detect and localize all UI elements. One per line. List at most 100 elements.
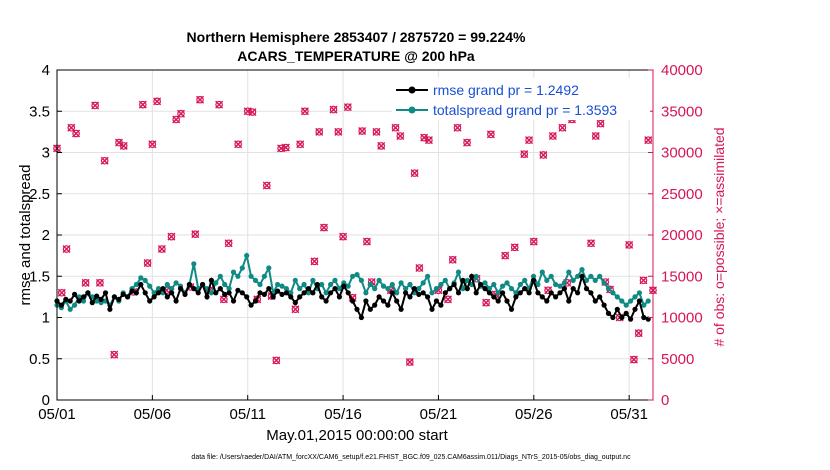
- rmse-point: [530, 277, 537, 283]
- obs-possible-marker: [62, 245, 71, 253]
- rmse-point: [222, 291, 228, 297]
- obs-possible-marker: [72, 129, 80, 138]
- obs-possible-marker: [234, 140, 242, 149]
- obs-possible-marker: [625, 241, 633, 249]
- obs-assimilated-marker: [539, 150, 548, 159]
- rmse-point: [94, 293, 100, 299]
- totalspread-point: [323, 290, 329, 296]
- x-tick-label: 05/21: [420, 406, 458, 423]
- y-tick-right-label: 20000: [661, 227, 703, 244]
- totalspread-point: [336, 286, 342, 292]
- obs-point: [415, 264, 424, 272]
- obs-point: [315, 127, 324, 136]
- rmse-point: [469, 273, 475, 279]
- obs-possible-marker: [372, 128, 381, 136]
- x-tick-label: 05/26: [515, 406, 553, 423]
- rmse-point: [376, 294, 382, 300]
- obs-possible-marker: [396, 132, 405, 140]
- rmse-point: [275, 288, 281, 294]
- obs-possible-marker: [215, 100, 223, 109]
- obs-point: [448, 255, 457, 264]
- totalspread-point: [570, 277, 576, 283]
- rmse-point: [517, 290, 523, 296]
- rmse-point: [411, 286, 417, 292]
- obs-point: [410, 169, 419, 178]
- obs-point: [234, 140, 243, 149]
- obs-point: [262, 181, 271, 190]
- y-axis-left: 0 0.5 1 1.5 2 2.5 3 3.5 4: [29, 62, 62, 409]
- totalspread-point: [213, 280, 219, 286]
- totalspread-point: [72, 302, 78, 308]
- y-tick-right-label: 15000: [661, 268, 703, 285]
- totalspread-point: [248, 273, 254, 279]
- totalspread-point: [416, 286, 422, 292]
- totalspread-point: [597, 273, 603, 279]
- rmse-point: [460, 277, 466, 283]
- rmse-point: [72, 291, 78, 297]
- obs-assimilated-marker: [339, 232, 348, 241]
- obs-point: [119, 141, 128, 150]
- obs-point: [625, 240, 634, 249]
- obs-possible-marker: [334, 128, 343, 136]
- totalspread-point: [403, 286, 409, 292]
- obs-assimilated-marker: [262, 181, 271, 190]
- totalspread-point: [425, 273, 431, 279]
- rmse-point: [85, 290, 91, 296]
- totalspread-point: [138, 275, 144, 281]
- rmse-point: [217, 286, 223, 292]
- rmse-point: [583, 286, 590, 292]
- totalspread-point: [305, 290, 312, 296]
- rmse-point: [570, 286, 576, 292]
- totalspread-point: [614, 294, 620, 300]
- obs-assimilated-marker: [248, 108, 257, 117]
- y-tick-left-label: 0.5: [29, 351, 50, 368]
- obs-point: [587, 239, 596, 248]
- obs-possible-marker: [448, 255, 457, 264]
- obs-assimilated-marker: [644, 136, 653, 145]
- totalspread-point: [561, 280, 568, 286]
- obs-possible-marker: [96, 279, 104, 287]
- totalspread-point: [354, 272, 360, 278]
- rmse-point: [491, 294, 497, 300]
- rmse-point: [407, 294, 413, 300]
- totalspread-point: [539, 269, 545, 275]
- totalspread-point: [517, 281, 523, 288]
- obs-possible-marker: [453, 123, 462, 132]
- y-axis-right-label: # of obs: o=possible; ×=assimilated: [711, 127, 727, 346]
- totalspread-point: [442, 277, 448, 283]
- totalspread-point: [623, 302, 629, 308]
- obs-point: [100, 156, 109, 165]
- obs-point: [639, 276, 648, 285]
- chart-title-line1: Northern Hemisphere 2853407 / 2875720 = …: [187, 29, 526, 45]
- rmse-point: [544, 298, 550, 304]
- obs-assimilated-marker: [510, 243, 519, 252]
- rmse-point: [557, 290, 563, 296]
- totalspread-point: [283, 286, 289, 292]
- rmse-point: [328, 290, 334, 296]
- rmse-point: [319, 294, 325, 300]
- x-tick-label: 05/31: [610, 406, 648, 423]
- obs-assimilated-marker: [157, 245, 166, 254]
- obs-point: [520, 150, 529, 159]
- rmse-point: [261, 291, 267, 297]
- rmse-point: [283, 290, 289, 296]
- rmse-point: [116, 296, 122, 302]
- obs-point: [558, 123, 567, 132]
- obs-possible-marker: [139, 100, 147, 109]
- obs-point: [486, 130, 495, 139]
- rmse-point: [120, 291, 126, 297]
- rmse-point: [610, 314, 616, 321]
- obs-assimilated-marker: [320, 223, 329, 232]
- totalspread-point: [173, 280, 179, 286]
- obs-possible-marker: [177, 109, 185, 118]
- obs-possible-marker: [119, 142, 128, 150]
- obs-point: [510, 243, 519, 252]
- obs-point: [463, 138, 472, 147]
- y-tick-right-label: 35000: [661, 103, 703, 120]
- rmse-point: [367, 306, 373, 312]
- rmse-point: [270, 294, 276, 300]
- obs-possible-marker: [587, 239, 595, 248]
- totalspread-point: [557, 283, 563, 289]
- totalspread-point: [191, 261, 197, 267]
- rmse-point: [138, 281, 144, 288]
